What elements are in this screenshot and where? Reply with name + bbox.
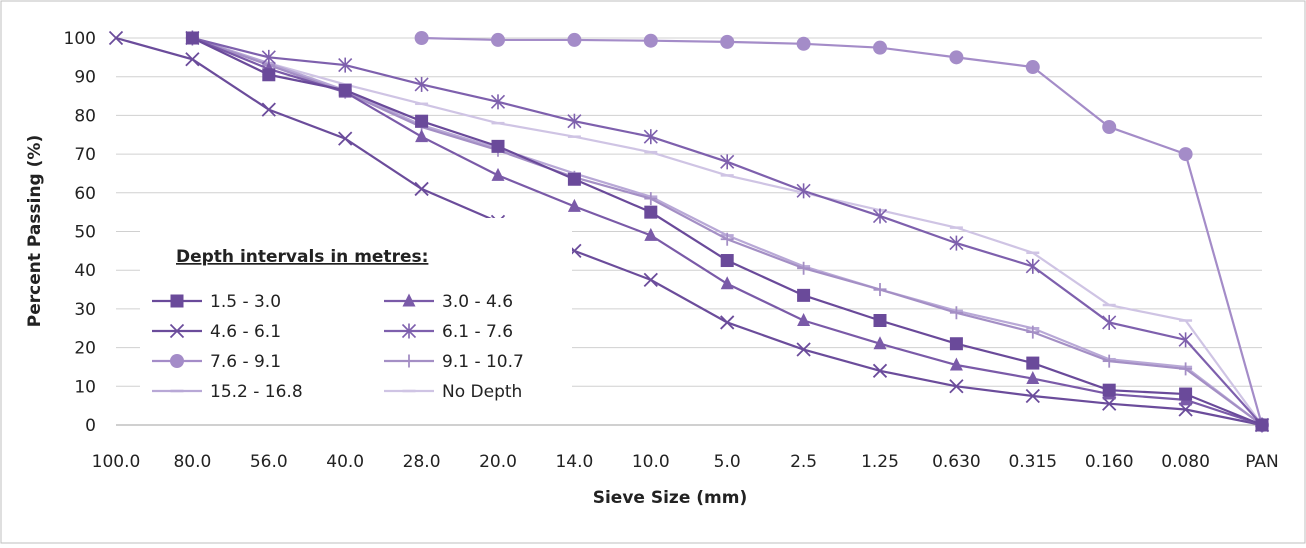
data-point	[567, 33, 581, 47]
legend-label: 4.6 - 6.1	[210, 322, 281, 342]
x-axis-title: Sieve Size (mm)	[593, 488, 748, 508]
data-point	[874, 314, 887, 327]
y-tick-label: 40	[74, 261, 96, 281]
x-tick-label: PAN	[1245, 452, 1279, 472]
y-tick-label: 80	[74, 106, 96, 126]
data-point	[644, 206, 657, 219]
legend-label: 7.6 - 9.1	[210, 352, 281, 372]
data-point	[949, 50, 963, 64]
legend-label: 3.0 - 4.6	[442, 292, 513, 312]
legend-label: 9.1 - 10.7	[442, 352, 524, 372]
data-point	[720, 35, 734, 49]
y-tick-label: 90	[74, 68, 96, 88]
data-point	[797, 289, 810, 302]
data-point	[415, 115, 428, 128]
data-point	[415, 31, 429, 45]
x-tick-label: 56.0	[250, 452, 288, 472]
x-tick-label: 14.0	[555, 452, 593, 472]
x-tick-label: 20.0	[479, 452, 517, 472]
data-point	[339, 84, 352, 97]
x-tick-label: 0.630	[932, 452, 981, 472]
legend-label: 6.1 - 7.6	[442, 322, 513, 342]
x-tick-label: 2.5	[790, 452, 817, 472]
data-point	[873, 41, 887, 55]
y-tick-label: 30	[74, 300, 96, 320]
x-tick-label: 0.315	[1008, 452, 1057, 472]
data-point	[262, 68, 275, 81]
data-point	[1102, 120, 1116, 134]
data-point	[491, 33, 505, 47]
data-point	[1026, 60, 1040, 74]
y-tick-label: 50	[74, 223, 96, 243]
legend-marker	[170, 354, 184, 368]
data-point	[797, 37, 811, 51]
data-point	[186, 32, 199, 45]
data-point	[1179, 147, 1193, 161]
data-point	[1256, 419, 1269, 432]
legend-label: 1.5 - 3.0	[210, 292, 281, 312]
x-tick-label: 0.080	[1161, 452, 1210, 472]
legend-title: Depth intervals in metres:	[176, 247, 428, 267]
data-point	[1179, 388, 1192, 401]
legend-marker	[171, 295, 184, 308]
y-axis-title: Percent Passing (%)	[25, 135, 45, 327]
data-point	[1026, 357, 1039, 370]
x-tick-label: 100.0	[92, 452, 141, 472]
y-tick-label: 0	[85, 416, 96, 436]
y-tick-label: 10	[74, 377, 96, 397]
legend-label: 15.2 - 16.8	[210, 382, 303, 402]
data-point	[1103, 384, 1116, 397]
y-tick-label: 70	[74, 145, 96, 165]
legend: Depth intervals in metres: 1.5 - 3.0 3.0 …	[140, 218, 572, 410]
y-tick-label: 20	[74, 339, 96, 359]
x-tick-label: 10.0	[632, 452, 670, 472]
x-tick-label: 40.0	[326, 452, 364, 472]
x-tick-label: 1.25	[861, 452, 899, 472]
data-point	[492, 140, 505, 153]
legend-label: No Depth	[442, 382, 522, 402]
data-point	[644, 34, 658, 48]
data-point	[721, 254, 734, 267]
y-tick-label: 60	[74, 184, 96, 204]
data-point	[950, 337, 963, 350]
x-tick-label: 28.0	[403, 452, 441, 472]
x-tick-label: 80.0	[173, 452, 211, 472]
data-point	[568, 173, 581, 186]
x-tick-label: 0.160	[1085, 452, 1134, 472]
y-tick-label: 100	[64, 29, 96, 49]
x-tick-label: 5.0	[714, 452, 741, 472]
